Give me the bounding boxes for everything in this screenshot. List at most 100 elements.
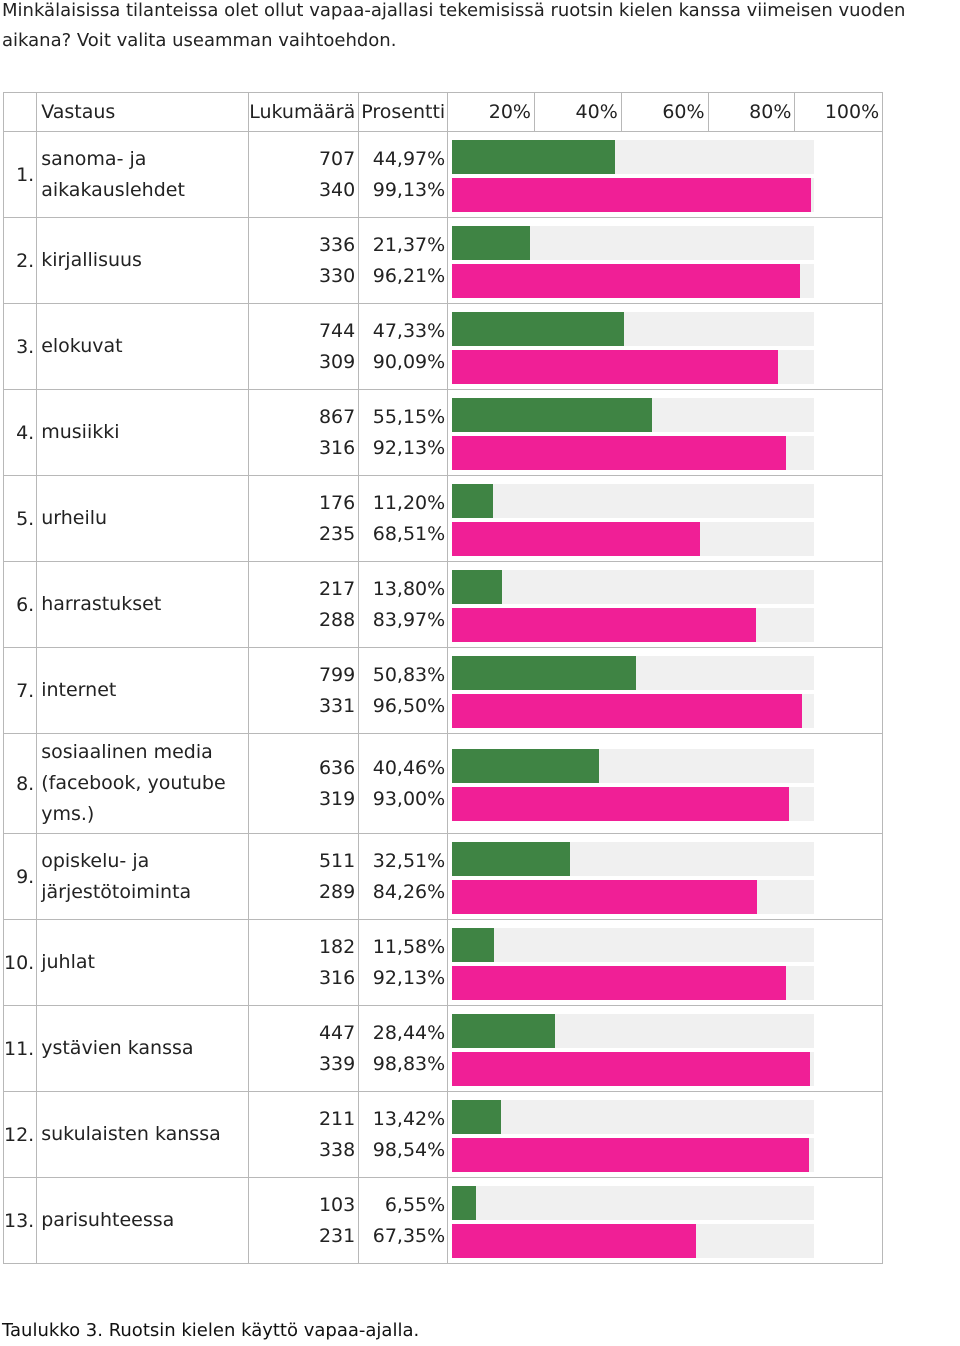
count-value: 176 bbox=[318, 491, 356, 514]
answer-text: parisuhteessa bbox=[41, 1209, 175, 1231]
answer-text: musiikki bbox=[41, 421, 120, 443]
answer-text: harrastukset bbox=[41, 593, 162, 615]
row-answer: harrastukset bbox=[36, 561, 250, 648]
table-row: 5. urheilu 176 235 11,20% 68,51% bbox=[2, 475, 884, 562]
bar-track bbox=[452, 311, 815, 346]
row-answer: juhlat bbox=[36, 919, 250, 1006]
row-percents: 11,20% 68,51% bbox=[358, 475, 449, 562]
row-bars bbox=[447, 561, 884, 648]
count-value: 331 bbox=[318, 694, 356, 717]
row-counts: 182 316 bbox=[248, 919, 360, 1006]
bar-track bbox=[452, 841, 815, 876]
count-value: 316 bbox=[318, 436, 356, 459]
row-percents: 13,80% 83,97% bbox=[358, 561, 449, 648]
scale-tick: 100% bbox=[824, 101, 880, 123]
row-number: 9. bbox=[2, 833, 38, 920]
bar-track bbox=[452, 927, 815, 962]
count-value: 103 bbox=[318, 1193, 356, 1216]
row-answer: sosiaalinen media (facebook, youtube yms.) bbox=[36, 733, 250, 834]
header-number bbox=[2, 92, 38, 132]
bar-track bbox=[452, 483, 815, 518]
count-value: 447 bbox=[318, 1021, 356, 1044]
percent-value: 98,54% bbox=[372, 1138, 446, 1161]
bar-green bbox=[452, 1013, 556, 1048]
percent-value: 96,50% bbox=[372, 694, 446, 717]
row-counts: 447 339 bbox=[248, 1005, 360, 1092]
count-value: 336 bbox=[318, 233, 356, 256]
row-number: 13. bbox=[2, 1177, 38, 1264]
row-counts: 217 288 bbox=[248, 561, 360, 648]
row-percents: 44,97% 99,13% bbox=[358, 131, 449, 218]
row-bars bbox=[447, 217, 884, 304]
row-counts: 867 316 bbox=[248, 389, 360, 476]
bar-track bbox=[452, 1223, 815, 1258]
row-bars bbox=[447, 1005, 884, 1092]
table-row: 7. internet 799 331 50,83% 96,50% bbox=[2, 647, 884, 734]
row-bars bbox=[447, 833, 884, 920]
row-percents: 50,83% 96,50% bbox=[358, 647, 449, 734]
bar-pink bbox=[452, 965, 786, 1000]
row-bars bbox=[447, 919, 884, 1006]
bar-pink bbox=[452, 349, 779, 384]
row-answer: parisuhteessa bbox=[36, 1177, 250, 1264]
table-row: 9. opiskelu- ja järjestötoiminta 511 289 32,5… bbox=[2, 833, 884, 920]
count-value: 330 bbox=[318, 264, 356, 287]
percent-value: 55,15% bbox=[372, 405, 446, 428]
percent-value: 83,97% bbox=[372, 608, 446, 631]
bar-track bbox=[452, 225, 815, 260]
row-bars bbox=[447, 1091, 884, 1178]
bar-pink bbox=[452, 435, 786, 470]
answer-text: kirjallisuus bbox=[41, 249, 142, 271]
percent-value: 90,09% bbox=[372, 350, 446, 373]
row-bars bbox=[447, 1177, 884, 1264]
percent-value: 96,21% bbox=[372, 264, 446, 287]
bar-track bbox=[452, 1013, 815, 1048]
percent-value: 47,33% bbox=[372, 319, 446, 342]
row-number: 7. bbox=[2, 647, 38, 734]
bar-pink bbox=[452, 1223, 696, 1258]
row-counts: 211 338 bbox=[248, 1091, 360, 1178]
bar-track bbox=[452, 786, 815, 821]
bar-track bbox=[452, 521, 815, 556]
count-value: 316 bbox=[318, 966, 356, 989]
count-value: 339 bbox=[318, 1052, 356, 1075]
bar-pink bbox=[452, 607, 757, 642]
table-row: 3. elokuvat 744 309 47,33% 90,09% bbox=[2, 303, 884, 390]
row-number: 8. bbox=[2, 733, 38, 834]
table-row: 10. juhlat 182 316 11,58% 92,13% bbox=[2, 919, 884, 1006]
row-counts: 336 330 bbox=[248, 217, 360, 304]
percent-value: 6,55% bbox=[384, 1193, 446, 1216]
count-value: 211 bbox=[318, 1107, 356, 1130]
count-value: 231 bbox=[318, 1224, 356, 1247]
header-count: Lukumäärä bbox=[248, 92, 360, 132]
results-table: Vastaus Lukumäärä Prosentti 20% 40% 60% 80%… bbox=[2, 92, 884, 1264]
answer-text: yms.) bbox=[41, 803, 95, 825]
bar-track bbox=[452, 1137, 815, 1172]
bar-track bbox=[452, 435, 815, 470]
header-answer: Vastaus bbox=[36, 92, 250, 132]
table-row: 2. kirjallisuus 336 330 21,37% 96,21% bbox=[2, 217, 884, 304]
row-answer: sukulaisten kanssa bbox=[36, 1091, 250, 1178]
answer-text: sosiaalinen media bbox=[41, 741, 213, 763]
bar-pink bbox=[452, 263, 801, 298]
table-header-row: Vastaus Lukumäärä Prosentti 20% 40% 60% 80%… bbox=[2, 92, 884, 132]
answer-text: elokuvat bbox=[41, 335, 123, 357]
row-number: 1. bbox=[2, 131, 38, 218]
row-counts: 744 309 bbox=[248, 303, 360, 390]
row-bars bbox=[447, 131, 884, 218]
row-number: 4. bbox=[2, 389, 38, 476]
scale-tick: 20% bbox=[448, 93, 535, 131]
percent-value: 28,44% bbox=[372, 1021, 446, 1044]
count-value: 744 bbox=[318, 319, 356, 342]
count-value: 309 bbox=[318, 350, 356, 373]
scale-tick: 60% bbox=[622, 93, 709, 131]
bar-green bbox=[452, 311, 624, 346]
answer-text: sukulaisten kanssa bbox=[41, 1123, 221, 1145]
row-counts: 511 289 bbox=[248, 833, 360, 920]
row-percents: 32,51% 84,26% bbox=[358, 833, 449, 920]
row-percents: 28,44% 98,83% bbox=[358, 1005, 449, 1092]
table-row: 11. ystävien kanssa 447 339 28,44% 98,83% bbox=[2, 1005, 884, 1092]
row-answer: urheilu bbox=[36, 475, 250, 562]
table-row: 13. parisuhteessa 103 231 6,55% 67,35% bbox=[2, 1177, 884, 1264]
row-answer: internet bbox=[36, 647, 250, 734]
